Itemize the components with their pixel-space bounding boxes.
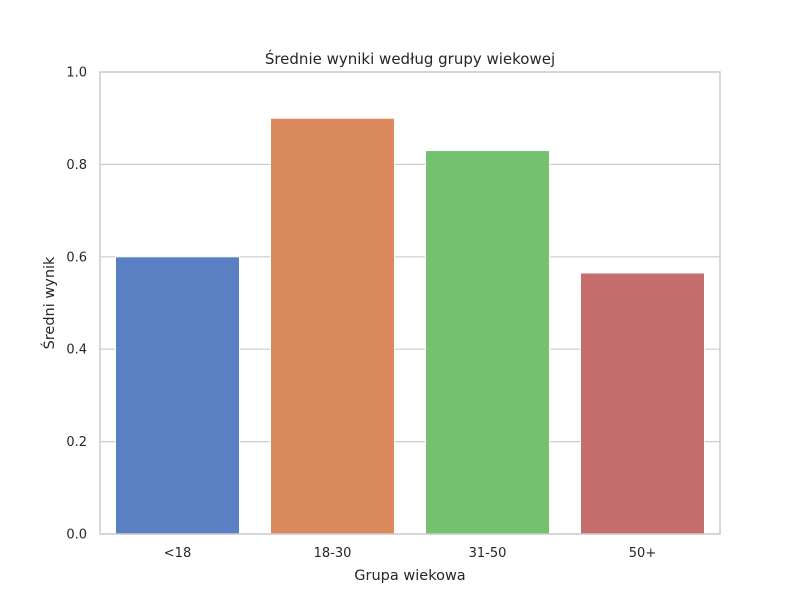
y-tick-label: 0.4 [66,343,87,358]
x-tick-label: <18 [164,546,191,561]
y-tick-label: 0.6 [66,250,87,265]
chart-title: Średnie wyniki według grupy wiekowej [265,49,555,68]
x-tick-label: 31-50 [469,546,507,561]
plot-frame [99,71,721,535]
bar-3 [425,150,550,535]
y-tick-label: 1.0 [66,66,87,81]
y-tick-label: 0.0 [66,528,87,543]
y-axis-label: Średni wynik [40,256,58,349]
x-tick-label: 18-30 [314,546,352,561]
bar-1 [115,256,240,535]
bar-2 [270,117,395,535]
x-tick-labels: <18 18-30 31-50 50+ [164,546,656,561]
x-axis-label: Grupa wiekowa [354,568,465,584]
bars [115,117,705,535]
y-tick-labels: 0.0 0.2 0.4 0.6 0.8 1.0 [66,66,87,543]
y-tick-label: 0.2 [66,435,87,450]
x-tick-label: 50+ [629,546,656,561]
bar-4 [580,272,705,535]
y-tick-label: 0.8 [66,158,87,173]
